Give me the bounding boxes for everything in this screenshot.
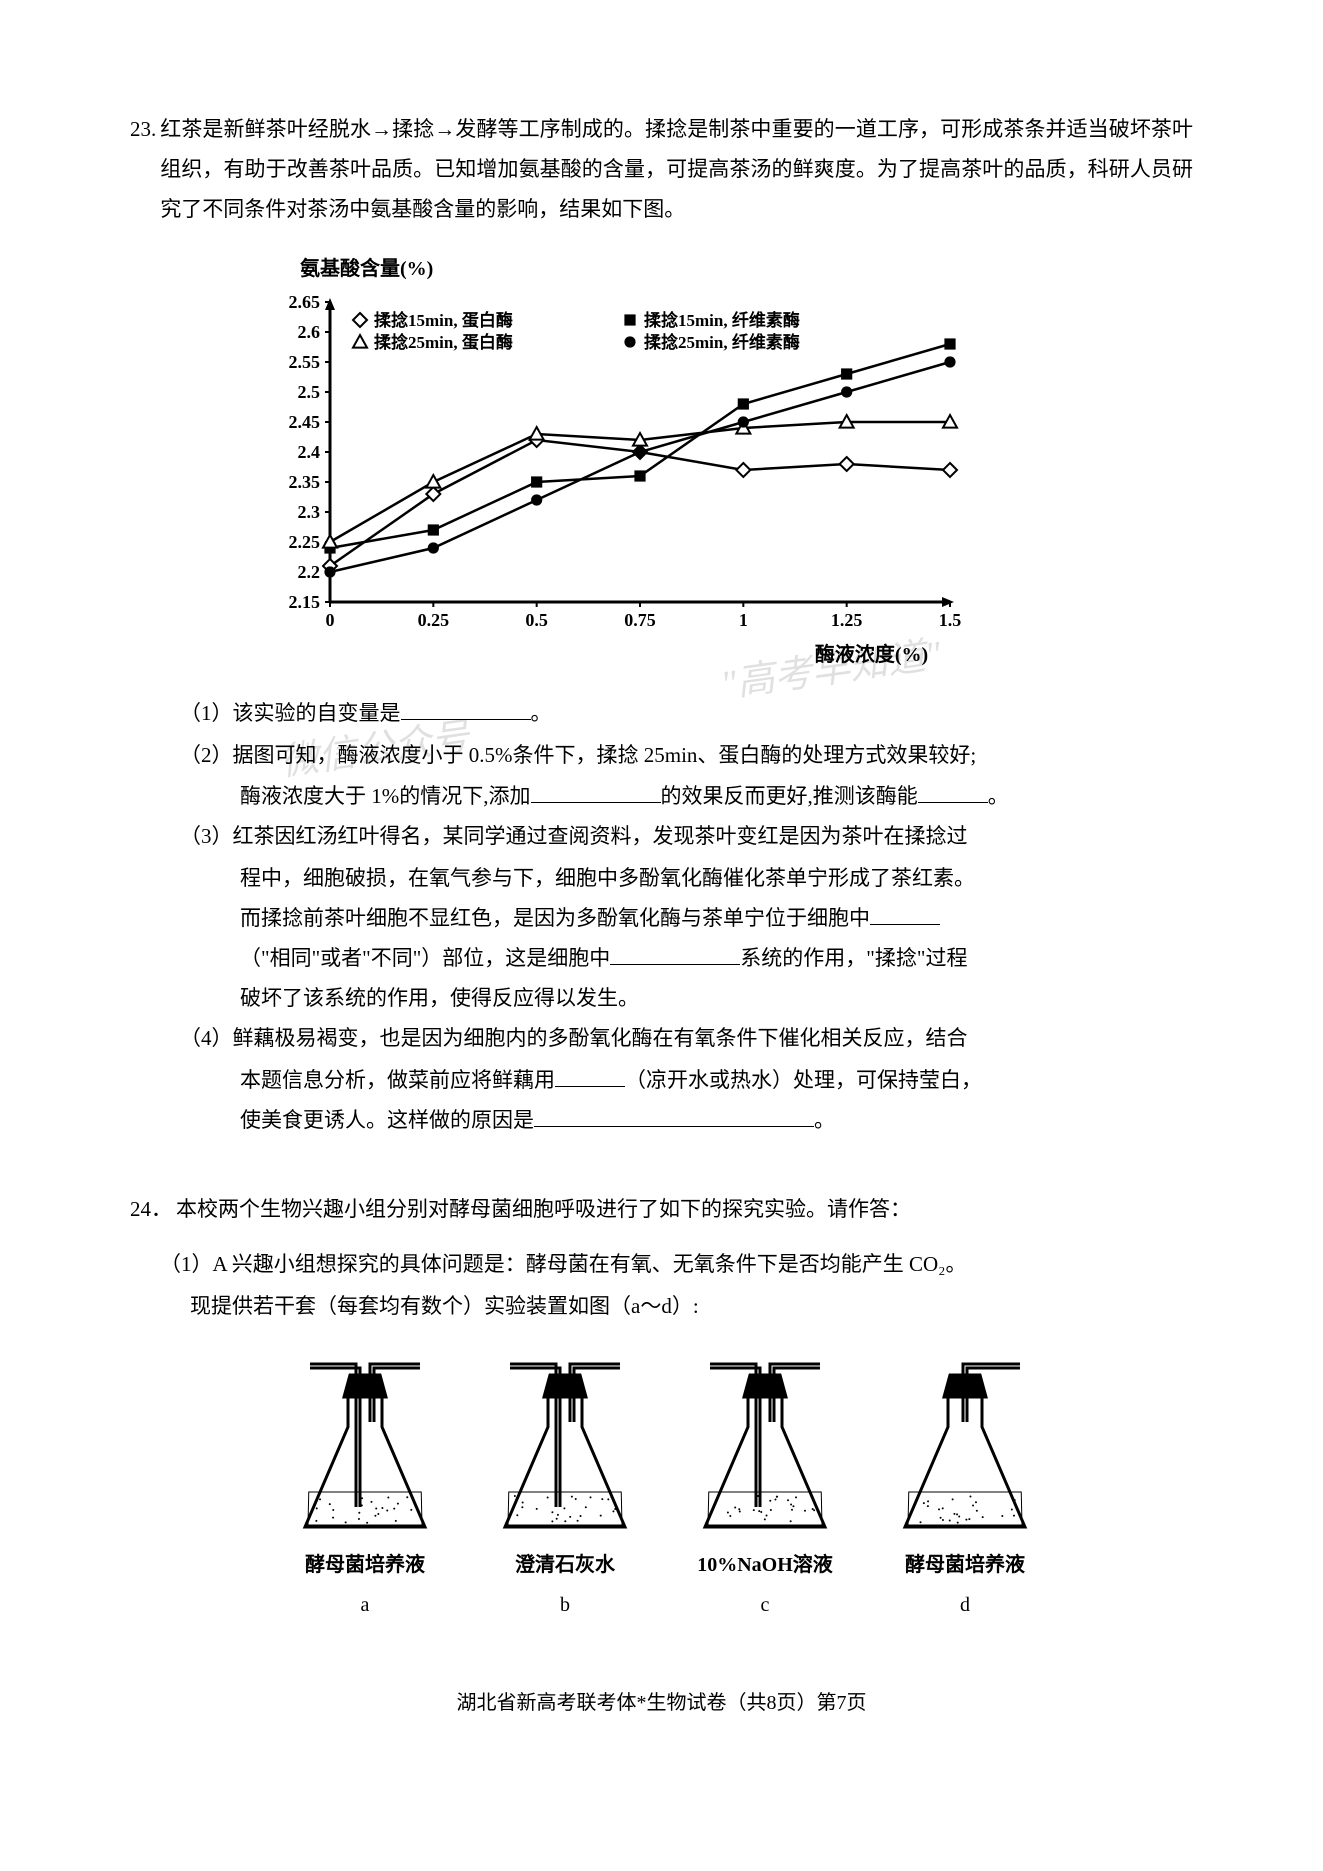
sub-q-text: 而揉捻前茶叶细胞不显红色，是因为多酚氧化酶与茶单宁位于细胞中 (240, 906, 870, 930)
question-text: 本校两个生物兴趣小组分别对酵母菌细胞呼吸进行了如下的探究实验。请作答： (176, 1190, 1193, 1230)
svg-text:1.25: 1.25 (831, 610, 863, 630)
chart-y-title: 氨基酸含量(%) (300, 250, 1193, 288)
flask-d: 酵母菌培养液d (890, 1352, 1040, 1624)
question-text: 红茶是新鲜茶叶经脱水→揉捻→发酵等工序制成的。揉捻是制茶中重要的一道工序，可形成… (160, 110, 1193, 230)
fill-blank (610, 940, 740, 965)
sub-q-3-line4: （"相同"或者"不同"）部位，这是细胞中 系统的作用，"揉捻"过程 (240, 939, 1193, 979)
fill-blank (918, 778, 988, 803)
flask-icon (490, 1352, 640, 1542)
svg-text:2.55: 2.55 (289, 352, 321, 372)
question-24-intro: 24． 本校两个生物兴趣小组分别对酵母菌细胞呼吸进行了如下的探究实验。请作答： (130, 1190, 1193, 1230)
svg-text:2.4: 2.4 (298, 442, 321, 462)
flask-label: 酵母菌培养液 (905, 1546, 1025, 1584)
svg-text:2.45: 2.45 (289, 412, 321, 432)
page-footer: 湖北省新高考联考体*生物试卷（共8页）第7页 (130, 1684, 1193, 1722)
flask-label: 10%NaOH溶液 (697, 1546, 833, 1584)
flasks-diagram: 酵母菌培养液a澄清石灰水b10%NaOH溶液c酵母菌培养液d (290, 1352, 1193, 1624)
flask-icon (890, 1352, 1040, 1542)
flask-label: 酵母菌培养液 (305, 1546, 425, 1584)
flask-letter: a (361, 1586, 370, 1624)
chart-container: 氨基酸含量(%) 2.15 2.2 2.25 2.3 2.35 2.4 2.45 2.5 2.5… (270, 250, 1193, 674)
svg-text:2.65: 2.65 (289, 292, 321, 312)
question-number: 23. (130, 110, 156, 230)
question-24: 24． 本校两个生物兴趣小组分别对酵母菌细胞呼吸进行了如下的探究实验。请作答： … (130, 1190, 1193, 1624)
svg-text:2.35: 2.35 (289, 472, 321, 492)
sub-q-3-line3: 而揉捻前茶叶细胞不显红色，是因为多酚氧化酶与茶单宁位于细胞中 (240, 899, 1193, 939)
sub-q-text: 。 (814, 1108, 835, 1132)
flask-icon (290, 1352, 440, 1542)
sub-q-3-line2: 程中，细胞破损，在氧气参与下，细胞中多酚氧化酶催化茶单宁形成了茶红素。 (240, 859, 1193, 899)
flask-a: 酵母菌培养液a (290, 1352, 440, 1624)
flask-letter: d (960, 1586, 970, 1624)
sub-q-4-line2: 本题信息分析，做菜前应将鲜藕用 （凉开水或热水）处理，可保持莹白， (240, 1061, 1193, 1101)
sub-q-4-line1: （4）鲜藕极易褐变，也是因为细胞内的多酚氧化酶在有氧条件下催化相关反应，结合 (180, 1019, 1193, 1059)
svg-text:0.25: 0.25 (418, 610, 450, 630)
fill-blank (555, 1062, 625, 1087)
flask-letter: c (761, 1586, 770, 1624)
chart-x-title: 酶液浓度(%) (550, 636, 1193, 674)
fill-blank (870, 900, 940, 925)
sub-q-24-1-line1: （1）A 兴趣小组想探究的具体问题是：酵母菌在有氧、无氧条件下是否均能产生 CO… (160, 1245, 1193, 1285)
sub-q-text: 的效果反而更好,推测该酶能 (661, 784, 918, 808)
sub-q-3-line1: （3）红茶因红汤红叶得名，某同学通过查阅资料，发现茶叶变红是因为茶叶在揉捻过 (180, 817, 1193, 857)
fill-blank (534, 1101, 814, 1126)
svg-text:2.5: 2.5 (298, 382, 321, 402)
sub-q-text: （1）该实验的自变量是 (180, 701, 401, 725)
sub-questions-24: （1）A 兴趣小组想探究的具体问题是：酵母菌在有氧、无氧条件下是否均能产生 CO… (160, 1245, 1193, 1327)
sub-q-2-line2: 酶液浓度大于 1%的情况下,添加 的效果反而更好,推测该酶能 。 (240, 777, 1193, 817)
svg-text:揉捻25min, 纤维素酶: 揉捻25min, 纤维素酶 (644, 332, 800, 352)
chart-svg: 2.15 2.2 2.25 2.3 2.35 2.4 2.45 2.5 2.55 2.6 2.65 0… (270, 292, 970, 632)
sub-q-text: 。 (988, 784, 1009, 808)
fill-blank (401, 694, 531, 719)
sub-q-24-1-line2: 现提供若干套（每套均有数个）实验装置如图（a～d）: (190, 1287, 1193, 1327)
sub-q-text: （"相同"或者"不同"）部位，这是细胞中 (240, 946, 610, 970)
sub-questions-23: "高考早知道" 微信公众号 （1）该实验的自变量是。 （2）据图可知，酶液浓度小… (180, 694, 1193, 1141)
svg-text:揉捻15min, 蛋白酶: 揉捻15min, 蛋白酶 (374, 310, 513, 330)
svg-text:2.6: 2.6 (298, 322, 321, 342)
question-23: 23. 红茶是新鲜茶叶经脱水→揉捻→发酵等工序制成的。揉捻是制茶中重要的一道工序… (130, 110, 1193, 1140)
flask-icon (690, 1352, 840, 1542)
svg-text:0: 0 (326, 610, 335, 630)
question-23-intro: 23. 红茶是新鲜茶叶经脱水→揉捻→发酵等工序制成的。揉捻是制茶中重要的一道工序… (130, 110, 1193, 230)
flask-label: 澄清石灰水 (515, 1546, 615, 1584)
svg-text:0.5: 0.5 (525, 610, 548, 630)
svg-text:2.15: 2.15 (289, 592, 321, 612)
flask-letter: b (560, 1586, 570, 1624)
sub-q-2-line1: （2）据图可知，酶液浓度小于 0.5%条件下，揉捻 25min、蛋白酶的处理方式… (180, 736, 1193, 776)
svg-text:1.5: 1.5 (939, 610, 962, 630)
sub-q-text: 酶液浓度大于 1%的情况下,添加 (240, 784, 531, 808)
sub-q-text: （凉开水或热水）处理，可保持莹白， (625, 1068, 982, 1092)
flask-b: 澄清石灰水b (490, 1352, 640, 1624)
sub-q-text: 系统的作用，"揉捻"过程 (740, 946, 967, 970)
flask-c: 10%NaOH溶液c (690, 1352, 840, 1624)
svg-text:2.3: 2.3 (298, 502, 321, 522)
sub-q-1: （1）该实验的自变量是 。 (180, 694, 1193, 734)
svg-text:揉捻15min, 纤维素酶: 揉捻15min, 纤维素酶 (644, 310, 800, 330)
svg-text:2.2: 2.2 (298, 562, 321, 582)
sub-q-3-line5: 破坏了该系统的作用，使得反应得以发生。 (240, 979, 1193, 1019)
fill-blank (531, 778, 661, 803)
sub-q-text: 使美食更诱人。这样做的原因是 (240, 1108, 534, 1132)
sub-q-text: 。 (531, 701, 552, 725)
sub-q-4-line3: 使美食更诱人。这样做的原因是 。 (240, 1101, 1193, 1141)
question-number: 24． (130, 1190, 172, 1230)
svg-text:揉捻25min, 蛋白酶: 揉捻25min, 蛋白酶 (374, 332, 513, 352)
svg-text:1: 1 (739, 610, 748, 630)
sub-q-text: 本题信息分析，做菜前应将鲜藕用 (240, 1068, 555, 1092)
svg-text:2.25: 2.25 (289, 532, 321, 552)
line-chart: 2.15 2.2 2.25 2.3 2.35 2.4 2.45 2.5 2.55 2.6 2.65 0… (270, 292, 970, 632)
svg-text:0.75: 0.75 (624, 610, 656, 630)
page-content: 23. 红茶是新鲜茶叶经脱水→揉捻→发酵等工序制成的。揉捻是制茶中重要的一道工序… (130, 110, 1193, 1722)
